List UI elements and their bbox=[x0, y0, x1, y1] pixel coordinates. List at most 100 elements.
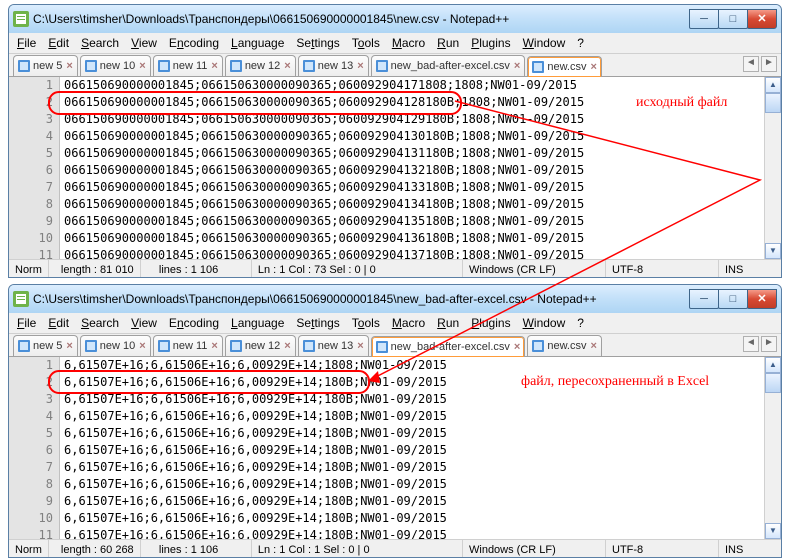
tab-new-13[interactable]: new 13 × bbox=[298, 335, 369, 356]
status-length: length : 81 010 lines : 1 106 bbox=[49, 260, 252, 278]
tab-new-bad-after-excel-csv[interactable]: new_bad-after-excel.csv× bbox=[371, 55, 526, 76]
menu-macro[interactable]: Macro bbox=[386, 314, 431, 332]
close-button[interactable]: ✕ bbox=[747, 289, 777, 309]
tab-label: new.csv bbox=[547, 61, 586, 73]
tab-close-icon[interactable]: × bbox=[211, 340, 217, 352]
tab-close-icon[interactable]: × bbox=[66, 60, 72, 72]
tabs-prev[interactable]: ◄ bbox=[743, 336, 759, 352]
menu-plugins[interactable]: Plugins bbox=[465, 34, 516, 52]
tab-bar: new 5×new 10×new 11×new 12×new 13×new_ba… bbox=[9, 54, 781, 77]
menu-search[interactable]: Search bbox=[75, 314, 125, 332]
tab-close-icon[interactable]: × bbox=[357, 340, 363, 352]
menu-window[interactable]: Window bbox=[517, 314, 572, 332]
menu-help[interactable]: ? bbox=[571, 314, 590, 332]
menu-tools[interactable]: Tools bbox=[346, 34, 386, 52]
scroll-up-icon[interactable]: ▲ bbox=[765, 77, 781, 93]
status-ins: INS bbox=[719, 540, 781, 558]
tabs-next[interactable]: ► bbox=[761, 336, 777, 352]
menu-view[interactable]: View bbox=[125, 314, 163, 332]
window-controls: ─ □ ✕ bbox=[690, 9, 777, 29]
tab-new-12[interactable]: new 12 × bbox=[225, 335, 296, 356]
titlebar[interactable]: C:\Users\timsher\Downloads\Транспондеры\… bbox=[9, 285, 781, 313]
tab-close-icon[interactable]: × bbox=[590, 340, 596, 352]
app-icon bbox=[13, 11, 29, 27]
tab-label: new 10 bbox=[100, 340, 135, 352]
menu-edit[interactable]: Edit bbox=[42, 314, 75, 332]
scroll-down-icon[interactable]: ▼ bbox=[765, 243, 781, 259]
menu-encoding[interactable]: Encoding bbox=[163, 34, 225, 52]
app-icon bbox=[13, 291, 29, 307]
tab-close-icon[interactable]: × bbox=[211, 60, 217, 72]
menu-run[interactable]: Run bbox=[431, 34, 465, 52]
editor-area: 1234567891011 6,61507E+16;6,61506E+16;6,… bbox=[9, 357, 781, 539]
menu-view[interactable]: View bbox=[125, 34, 163, 52]
file-icon bbox=[85, 340, 97, 352]
code-content[interactable]: 6,61507E+16;6,61506E+16;6,00929E+14;1808… bbox=[60, 357, 764, 539]
code-content[interactable]: 066150690000001845;066150630000090365;06… bbox=[60, 77, 764, 259]
tab-new-11[interactable]: new 11× bbox=[153, 55, 223, 76]
tab-close-icon[interactable]: × bbox=[357, 60, 363, 72]
tab-label: new 11 bbox=[173, 60, 208, 72]
tab-label: new 13 bbox=[318, 340, 353, 352]
tab-label: new 12 bbox=[245, 340, 280, 352]
notepadpp-window-bottom: C:\Users\timsher\Downloads\Транспондеры\… bbox=[8, 284, 782, 558]
file-icon bbox=[303, 340, 315, 352]
menu-encoding[interactable]: Encoding bbox=[163, 314, 225, 332]
menu-settings[interactable]: Settings bbox=[290, 314, 345, 332]
tab-new-5[interactable]: new 5 × bbox=[13, 55, 78, 76]
menu-edit[interactable]: Edit bbox=[42, 34, 75, 52]
status-enc: UTF-8 bbox=[606, 540, 719, 558]
tab-new-10[interactable]: new 10 × bbox=[80, 335, 151, 356]
menu-window[interactable]: Window bbox=[517, 34, 572, 52]
file-icon bbox=[18, 60, 30, 72]
tab-close-icon[interactable]: × bbox=[66, 340, 72, 352]
scroll-down-icon[interactable]: ▼ bbox=[765, 523, 781, 539]
menu-search[interactable]: Search bbox=[75, 34, 125, 52]
menu-language[interactable]: Language bbox=[225, 34, 290, 52]
menu-macro[interactable]: Macro bbox=[386, 34, 431, 52]
menu-run[interactable]: Run bbox=[431, 314, 465, 332]
tab-close-icon[interactable]: × bbox=[590, 61, 596, 73]
tabs-next[interactable]: ► bbox=[761, 56, 777, 72]
tab-new-12[interactable]: new 12× bbox=[225, 55, 296, 76]
tab-close-icon[interactable]: × bbox=[284, 60, 290, 72]
tab-close-icon[interactable]: × bbox=[284, 340, 290, 352]
scroll-thumb[interactable] bbox=[765, 373, 781, 393]
scroll-up-icon[interactable]: ▲ bbox=[765, 357, 781, 373]
tab-close-icon[interactable]: × bbox=[514, 60, 520, 72]
tab-new-csv[interactable]: new.csv × bbox=[527, 56, 602, 77]
maximize-button[interactable]: □ bbox=[718, 289, 748, 309]
tab-new-5[interactable]: new 5× bbox=[13, 335, 78, 356]
tabs-prev[interactable]: ◄ bbox=[743, 56, 759, 72]
menu-settings[interactable]: Settings bbox=[290, 34, 345, 52]
minimize-button[interactable]: ─ bbox=[689, 9, 719, 29]
tab-new-csv[interactable]: new.csv× bbox=[527, 335, 602, 356]
status-enc: UTF-8 bbox=[606, 260, 719, 278]
tab-close-icon[interactable]: × bbox=[514, 341, 520, 353]
file-icon bbox=[230, 340, 242, 352]
menu-file[interactable]: File bbox=[11, 314, 42, 332]
maximize-button[interactable]: □ bbox=[718, 9, 748, 29]
menu-language[interactable]: Language bbox=[225, 314, 290, 332]
menu-tools[interactable]: Tools bbox=[346, 314, 386, 332]
close-button[interactable]: ✕ bbox=[747, 9, 777, 29]
tab-new-13[interactable]: new 13× bbox=[298, 55, 369, 76]
menu-help[interactable]: ? bbox=[571, 34, 590, 52]
scroll-thumb[interactable] bbox=[765, 93, 781, 113]
tab-close-icon[interactable]: × bbox=[139, 340, 145, 352]
menu-plugins[interactable]: Plugins bbox=[465, 314, 516, 332]
tab-new-bad-after-excel-csv[interactable]: new_bad-after-excel.csv× bbox=[371, 336, 526, 357]
tab-new-10[interactable]: new 10× bbox=[80, 55, 151, 76]
status-eol: Windows (CR LF) bbox=[463, 540, 606, 558]
tab-new-11[interactable]: new 11× bbox=[153, 335, 223, 356]
vscrollbar[interactable]: ▲ ▼ bbox=[764, 357, 781, 539]
file-icon bbox=[18, 340, 30, 352]
titlebar[interactable]: C:\Users\timsher\Downloads\Транспондеры\… bbox=[9, 5, 781, 33]
tab-label: new 5 bbox=[33, 60, 62, 72]
tab-close-icon[interactable]: × bbox=[139, 60, 145, 72]
vscrollbar[interactable]: ▲ ▼ bbox=[764, 77, 781, 259]
file-icon bbox=[158, 340, 170, 352]
menu-file[interactable]: File bbox=[11, 34, 42, 52]
minimize-button[interactable]: ─ bbox=[689, 289, 719, 309]
file-icon bbox=[230, 60, 242, 72]
